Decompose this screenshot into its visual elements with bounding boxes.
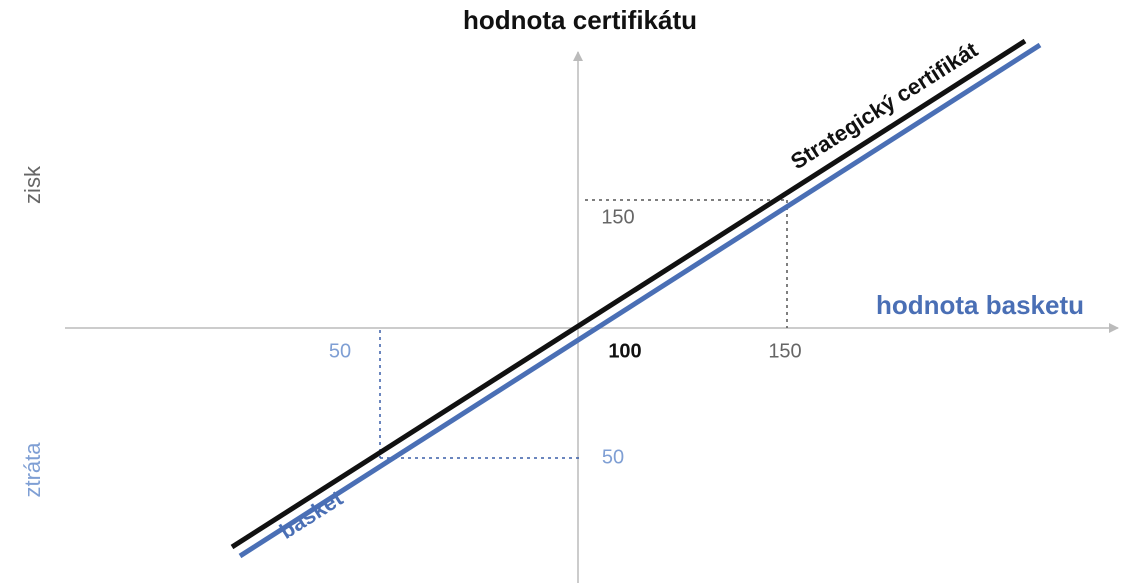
loss-label: ztráta: [20, 442, 45, 498]
tick-label: 50: [602, 446, 624, 468]
tick-label: 150: [601, 206, 634, 228]
certificate-label: Strategický certifikát: [786, 37, 983, 175]
x-title: hodnota basketu: [876, 290, 1084, 320]
gain-label: zisk: [20, 165, 45, 204]
tick-label: 50: [329, 340, 351, 362]
y-title: hodnota certifikátu: [463, 5, 697, 35]
tick-label: 100: [608, 340, 641, 362]
certificate-line: [230, 38, 1027, 550]
basket-line: [238, 42, 1042, 559]
tick-label: 150: [768, 340, 801, 362]
